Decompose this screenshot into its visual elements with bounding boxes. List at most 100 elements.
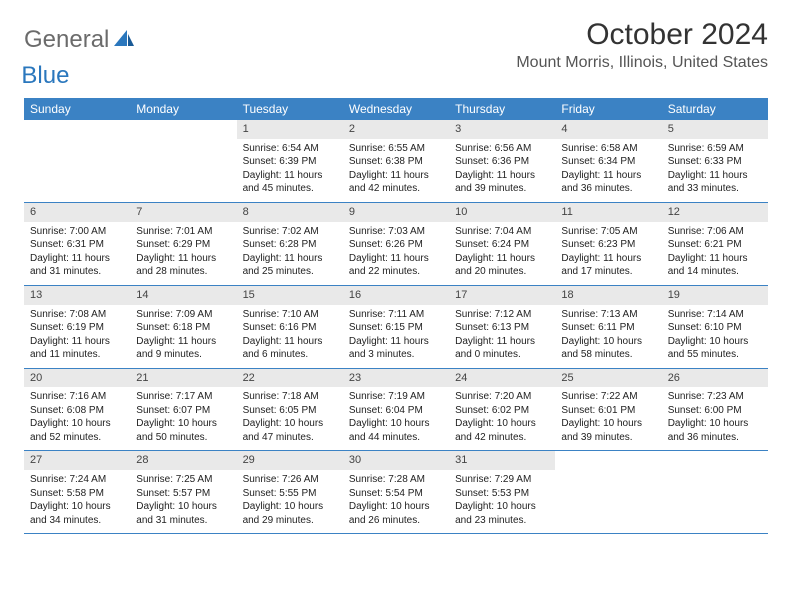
day-cell-4: 4Sunrise: 6:58 AMSunset: 6:34 PMDaylight… [555, 120, 661, 202]
day-info-line: Sunrise: 7:22 AM [561, 390, 655, 404]
day-cell-29: 29Sunrise: 7:26 AMSunset: 5:55 PMDayligh… [237, 451, 343, 533]
day-number [662, 451, 768, 470]
day-info-line: Daylight: 11 hours and 39 minutes. [455, 169, 549, 196]
calendar: SundayMondayTuesdayWednesdayThursdayFrid… [24, 98, 768, 534]
day-info-line: Sunrise: 6:58 AM [561, 142, 655, 156]
day-info-line: Sunset: 6:15 PM [349, 321, 443, 335]
day-info-line: Sunrise: 6:56 AM [455, 142, 549, 156]
day-cell-3: 3Sunrise: 6:56 AMSunset: 6:36 PMDaylight… [449, 120, 555, 202]
day-info-line: Sunrise: 7:17 AM [136, 390, 230, 404]
day-number [130, 120, 236, 139]
day-number: 12 [662, 203, 768, 222]
day-info-line: Sunset: 6:31 PM [30, 238, 124, 252]
day-info-line: Daylight: 10 hours and 31 minutes. [136, 500, 230, 527]
month-title: October 2024 [516, 18, 768, 52]
day-info-line: Daylight: 11 hours and 33 minutes. [668, 169, 762, 196]
day-body [662, 470, 768, 479]
day-number: 28 [130, 451, 236, 470]
day-info-line: Sunset: 6:01 PM [561, 404, 655, 418]
day-info-line: Daylight: 11 hours and 11 minutes. [30, 335, 124, 362]
day-info-line: Daylight: 10 hours and 50 minutes. [136, 417, 230, 444]
logo-text-blue: Blue [21, 62, 69, 90]
day-cell-5: 5Sunrise: 6:59 AMSunset: 6:33 PMDaylight… [662, 120, 768, 202]
day-info-line: Daylight: 10 hours and 55 minutes. [668, 335, 762, 362]
day-info-line: Sunset: 5:53 PM [455, 487, 549, 501]
day-number: 7 [130, 203, 236, 222]
day-cell-18: 18Sunrise: 7:13 AMSunset: 6:11 PMDayligh… [555, 286, 661, 368]
day-number: 30 [343, 451, 449, 470]
day-info-line: Sunrise: 6:55 AM [349, 142, 443, 156]
day-info-line: Sunrise: 7:03 AM [349, 225, 443, 239]
day-number: 10 [449, 203, 555, 222]
day-info-line: Daylight: 10 hours and 34 minutes. [30, 500, 124, 527]
day-body: Sunrise: 7:26 AMSunset: 5:55 PMDaylight:… [237, 470, 343, 533]
day-number: 13 [24, 286, 130, 305]
day-header-monday: Monday [130, 98, 236, 120]
day-cell-20: 20Sunrise: 7:16 AMSunset: 6:08 PMDayligh… [24, 369, 130, 451]
day-number: 27 [24, 451, 130, 470]
day-body: Sunrise: 7:08 AMSunset: 6:19 PMDaylight:… [24, 305, 130, 368]
day-number: 11 [555, 203, 661, 222]
day-cell-26: 26Sunrise: 7:23 AMSunset: 6:00 PMDayligh… [662, 369, 768, 451]
day-info-line: Sunrise: 7:04 AM [455, 225, 549, 239]
day-info-line: Sunset: 6:29 PM [136, 238, 230, 252]
day-info-line: Daylight: 10 hours and 47 minutes. [243, 417, 337, 444]
day-number: 8 [237, 203, 343, 222]
day-cell-7: 7Sunrise: 7:01 AMSunset: 6:29 PMDaylight… [130, 203, 236, 285]
day-body: Sunrise: 7:14 AMSunset: 6:10 PMDaylight:… [662, 305, 768, 368]
day-cell-2: 2Sunrise: 6:55 AMSunset: 6:38 PMDaylight… [343, 120, 449, 202]
day-info-line: Sunset: 6:04 PM [349, 404, 443, 418]
day-header-saturday: Saturday [662, 98, 768, 120]
logo-text-general: General [24, 26, 109, 54]
day-info-line: Sunset: 6:24 PM [455, 238, 549, 252]
day-body: Sunrise: 7:01 AMSunset: 6:29 PMDaylight:… [130, 222, 236, 285]
day-info-line: Daylight: 11 hours and 20 minutes. [455, 252, 549, 279]
day-body [555, 470, 661, 479]
day-number: 1 [237, 120, 343, 139]
day-cell-10: 10Sunrise: 7:04 AMSunset: 6:24 PMDayligh… [449, 203, 555, 285]
day-info-line: Daylight: 11 hours and 25 minutes. [243, 252, 337, 279]
day-body: Sunrise: 7:16 AMSunset: 6:08 PMDaylight:… [24, 387, 130, 450]
week-row: 20Sunrise: 7:16 AMSunset: 6:08 PMDayligh… [24, 369, 768, 452]
day-body: Sunrise: 7:02 AMSunset: 6:28 PMDaylight:… [237, 222, 343, 285]
day-info-line: Sunrise: 7:01 AM [136, 225, 230, 239]
day-body: Sunrise: 7:04 AMSunset: 6:24 PMDaylight:… [449, 222, 555, 285]
day-info-line: Sunset: 6:19 PM [30, 321, 124, 335]
day-number: 6 [24, 203, 130, 222]
day-info-line: Sunrise: 7:05 AM [561, 225, 655, 239]
day-info-line: Sunrise: 7:23 AM [668, 390, 762, 404]
day-info-line: Sunset: 6:10 PM [668, 321, 762, 335]
day-info-line: Sunrise: 7:28 AM [349, 473, 443, 487]
day-info-line: Sunrise: 7:10 AM [243, 308, 337, 322]
day-info-line: Daylight: 11 hours and 28 minutes. [136, 252, 230, 279]
day-info-line: Sunrise: 7:25 AM [136, 473, 230, 487]
day-number: 9 [343, 203, 449, 222]
day-body: Sunrise: 7:22 AMSunset: 6:01 PMDaylight:… [555, 387, 661, 450]
day-info-line: Sunrise: 7:11 AM [349, 308, 443, 322]
day-info-line: Daylight: 11 hours and 0 minutes. [455, 335, 549, 362]
day-info-line: Sunrise: 7:19 AM [349, 390, 443, 404]
day-info-line: Sunrise: 7:09 AM [136, 308, 230, 322]
day-number: 14 [130, 286, 236, 305]
day-number: 16 [343, 286, 449, 305]
day-info-line: Sunrise: 6:54 AM [243, 142, 337, 156]
day-number: 4 [555, 120, 661, 139]
empty-cell [662, 451, 768, 533]
day-info-line: Daylight: 10 hours and 23 minutes. [455, 500, 549, 527]
day-info-line: Sunset: 6:21 PM [668, 238, 762, 252]
day-cell-28: 28Sunrise: 7:25 AMSunset: 5:57 PMDayligh… [130, 451, 236, 533]
day-cell-21: 21Sunrise: 7:17 AMSunset: 6:07 PMDayligh… [130, 369, 236, 451]
day-info-line: Sunset: 6:05 PM [243, 404, 337, 418]
day-info-line: Daylight: 10 hours and 36 minutes. [668, 417, 762, 444]
day-body: Sunrise: 6:55 AMSunset: 6:38 PMDaylight:… [343, 139, 449, 202]
day-body: Sunrise: 7:06 AMSunset: 6:21 PMDaylight:… [662, 222, 768, 285]
day-info-line: Sunrise: 7:24 AM [30, 473, 124, 487]
day-cell-25: 25Sunrise: 7:22 AMSunset: 6:01 PMDayligh… [555, 369, 661, 451]
day-info-line: Sunset: 6:02 PM [455, 404, 549, 418]
day-info-line: Daylight: 11 hours and 36 minutes. [561, 169, 655, 196]
day-info-line: Daylight: 10 hours and 44 minutes. [349, 417, 443, 444]
day-info-line: Sunset: 6:28 PM [243, 238, 337, 252]
day-cell-14: 14Sunrise: 7:09 AMSunset: 6:18 PMDayligh… [130, 286, 236, 368]
day-info-line: Daylight: 11 hours and 42 minutes. [349, 169, 443, 196]
day-info-line: Sunrise: 7:02 AM [243, 225, 337, 239]
